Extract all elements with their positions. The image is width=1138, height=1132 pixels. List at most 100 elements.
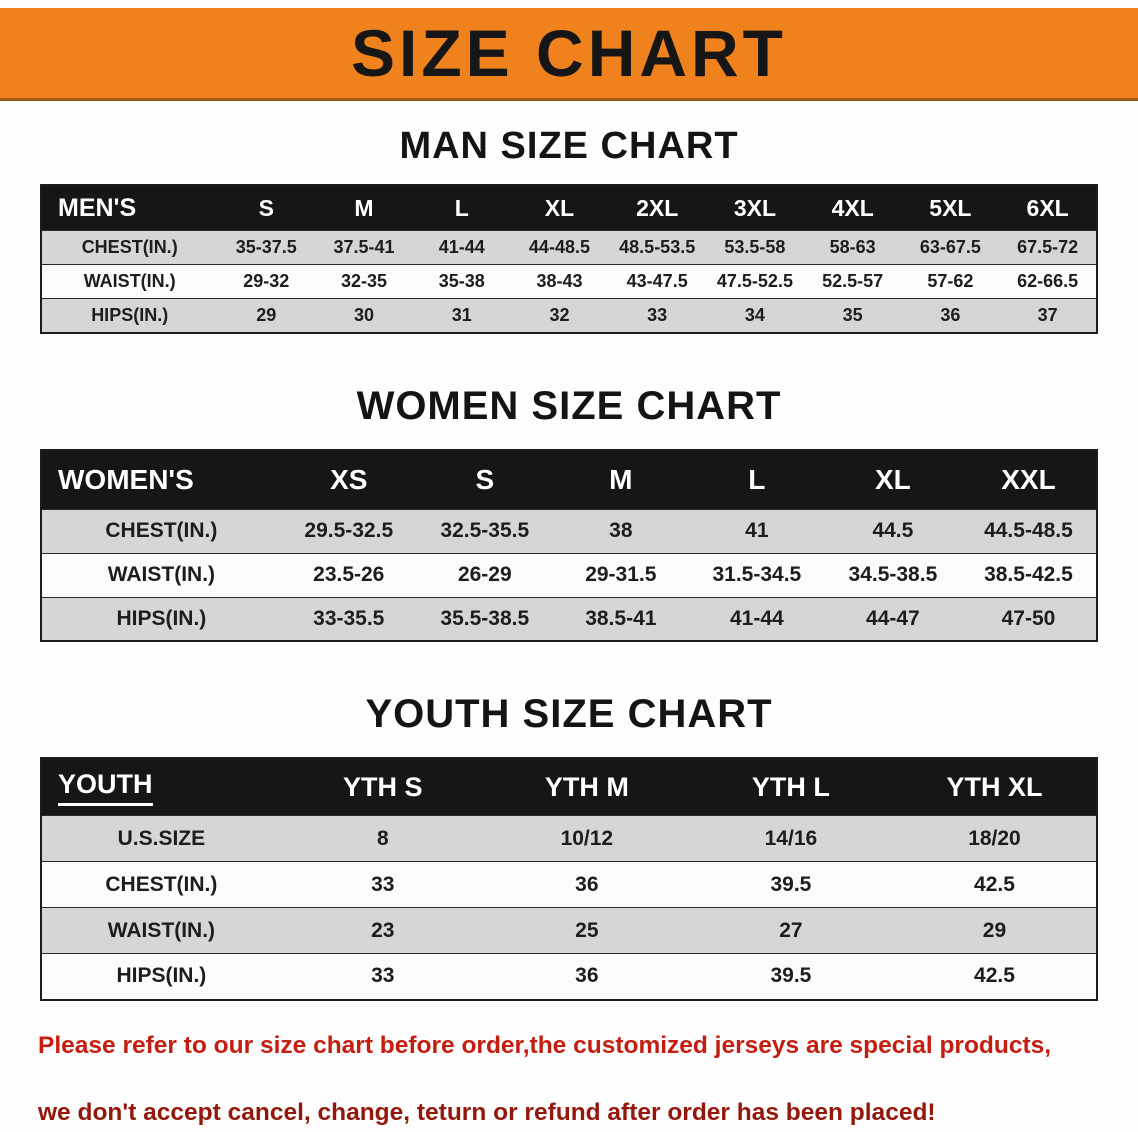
women-size-column-header: M [552,449,689,509]
size-value: 67.5-72 [1017,237,1079,257]
row-label: WAIST(IN.) [83,271,176,291]
size-value: 39.5 [770,964,812,988]
size-value: 33 [371,964,395,988]
size-value: 38-43 [536,271,583,291]
size-value: 38 [609,519,633,542]
size-value: 10/12 [560,826,614,850]
women-header-row: WOMEN'S XS S M L XL XXL [41,449,1097,509]
youth-section-heading: YOUTH SIZE CHART [365,692,773,736]
size-value: 33 [647,304,668,325]
size-value: 38.5-41 [585,606,657,630]
row-label: WAIST(IN.) [107,918,216,942]
size-value: 18/20 [968,826,1021,850]
men-size-column-header: 3XL [706,185,804,231]
size-value: 35 [842,304,863,325]
size-value: 47-50 [1001,606,1056,630]
size-value: 35.5-38.5 [440,606,530,630]
men-size-column-header: 6XL [999,185,1097,231]
men-size-column-header: M [315,185,413,231]
size-value: 14/16 [764,826,818,850]
size-value: 44.5-48.5 [984,519,1073,542]
size-value: 35-38 [438,271,485,291]
men-measurement-row: WAIST(IN.) 29-32 32-35 35-38 38-43 43-47.5 47.… [41,264,1097,299]
youth-measurement-row: HIPS(IN.) 33 36 39.5 42.5 [41,953,1097,1000]
youth-measurement-row: CHEST(IN.) 33 36 39.5 42.5 [41,861,1097,908]
women-size-column-header: XXL [960,449,1097,509]
size-value: 34.5-38.5 [848,563,938,586]
men-size-column-header: 4XL [803,185,902,231]
size-value: 27 [779,918,803,942]
row-label: WAIST(IN.) [107,563,216,586]
women-section-heading: WOMEN SIZE CHART [356,383,782,428]
size-value: 41-44 [730,606,784,630]
size-value: 35-37.5 [235,237,297,257]
youth-header-row: YOUTH YTH S YTH M YTH L YTH XL [41,758,1097,816]
row-label: U.S.SIZE [117,826,206,850]
men-table-title: MEN'S [41,185,218,231]
men-size-column-header: 5XL [901,185,1000,231]
section-youth: YOUTH SIZE CHART YOUTH YTH S YTH M YTH L YTH … [0,692,1138,1001]
disclaimer: Please refer to our size chart before or… [38,1025,1138,1132]
disclaimer-line-1: Please refer to our size chart before or… [38,1032,1052,1059]
section-women: WOMEN SIZE CHART WOMEN'S XS S M L XL XXL CHEST(I… [0,383,1138,642]
section-men: MAN SIZE CHART MEN'S S M L XL 2XL 3XL 4XL 5XL 6XL C… [0,125,1138,334]
size-value: 29 [256,304,277,325]
size-value: 37.5-41 [333,237,395,257]
size-value: 47.5-52.5 [716,271,793,291]
size-value: 58-63 [829,237,876,257]
youth-size-table: YOUTH YTH S YTH M YTH L YTH XL U.S.SIZE 8 10/12… [40,757,1098,1001]
size-value: 36 [575,872,599,896]
size-value: 26-29 [457,563,512,586]
men-section-heading: MAN SIZE CHART [399,125,739,167]
youth-size-column-header: YTH M [484,758,689,816]
men-measurement-row: CHEST(IN.) 35-37.5 37.5-41 41-44 44-48.5 48.5… [41,230,1097,265]
banner: SIZE CHART [0,8,1138,101]
men-size-column-header: XL [510,185,609,231]
women-measurement-row: HIPS(IN.) 33-35.5 35.5-38.5 38.5-41 41-44 44-… [41,597,1097,641]
women-size-column-header: S [416,449,553,509]
size-value: 43-47.5 [626,271,688,291]
men-header-row: MEN'S S M L XL 2XL 3XL 4XL 5XL 6XL [41,185,1097,231]
size-chart-sections: MAN SIZE CHART MEN'S S M L XL 2XL 3XL 4XL 5XL 6XL C… [0,125,1138,1001]
row-label: CHEST(IN.) [105,519,218,542]
size-value: 23.5-26 [313,563,385,586]
disclaimer-line-2: we don't accept cancel, change, teturn o… [38,1098,936,1126]
women-size-table: WOMEN'S XS S M L XL XXL CHEST(IN.) 29.5-32.5 32.5… [40,448,1098,642]
size-value: 25 [575,918,599,942]
women-size-column-header: XL [824,449,961,509]
size-value: 41 [745,519,769,542]
size-value: 63-67.5 [919,237,981,257]
size-value: 8 [376,826,389,850]
size-value: 34 [744,304,765,325]
size-value: 32 [549,304,570,325]
men-size-column-header: L [412,185,511,231]
men-size-column-header: 2XL [608,185,707,231]
size-value: 42.5 [974,964,1015,988]
size-value: 39.5 [770,872,812,896]
men-measurement-row: HIPS(IN.) 29 30 31 32 33 34 35 36 37 [41,298,1097,333]
youth-size-column-header: YTH S [280,758,485,816]
size-value: 53.5-58 [724,237,786,257]
youth-size-column-header: YTH L [688,758,893,816]
youth-measurement-row: WAIST(IN.) 23 25 27 29 [41,907,1097,954]
size-value: 33-35.5 [313,606,385,630]
size-value: 38.5-42.5 [984,563,1073,586]
size-value: 57-62 [927,271,974,291]
row-label: CHEST(IN.) [81,237,178,257]
women-size-column-header: XS [280,449,417,509]
size-value: 48.5-53.5 [619,237,696,257]
size-value: 31.5-34.5 [712,563,802,586]
size-value: 32.5-35.5 [440,519,530,542]
size-value: 31 [451,304,472,325]
size-value: 29.5-32.5 [304,519,394,542]
size-value: 29-31.5 [585,563,657,586]
size-value: 29-32 [243,271,290,291]
size-value: 44.5 [872,519,914,542]
youth-table-title: YOUTH [41,758,281,816]
size-value: 32-35 [340,271,388,291]
women-table-title: WOMEN'S [41,449,281,509]
size-value: 42.5 [974,872,1015,896]
youth-measurement-row: U.S.SIZE 8 10/12 14/16 18/20 [41,815,1097,862]
size-value: 33 [371,872,395,896]
